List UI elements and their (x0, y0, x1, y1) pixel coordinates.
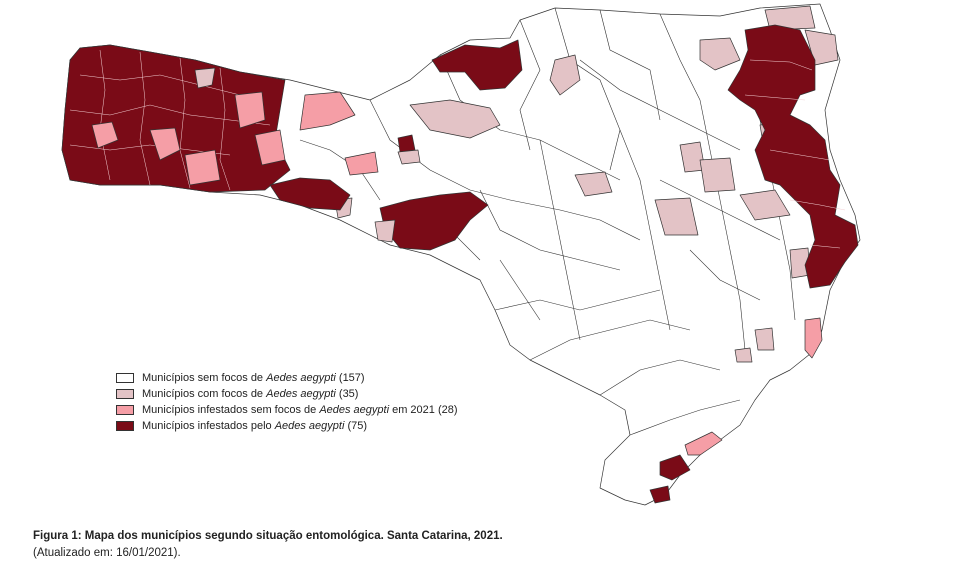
municipality-dark-south (659, 454, 691, 481)
municipality-light-mid5 (574, 171, 613, 197)
legend-item: Municípios infestados pelo Aedes aegypti… (116, 418, 458, 434)
santa-catarina-map (61, 3, 861, 506)
municipality-light-mid2 (409, 99, 501, 139)
municipality-pink-w4 (234, 91, 266, 129)
municipality-dark-w-ext (269, 177, 351, 211)
municipality-light-mid9 (739, 189, 791, 221)
municipality-light-mid6 (654, 197, 699, 236)
municipality-pink-w7 (344, 151, 379, 176)
municipality-light-mid3 (549, 54, 581, 96)
municipality-light-mid4 (699, 37, 741, 71)
legend-swatch-white (116, 373, 134, 383)
municipality-pink-w2 (149, 127, 181, 161)
map-legend: Municípios sem focos de Aedes aegypti (1… (116, 370, 458, 434)
municipality-light-mid11 (754, 327, 775, 351)
municipality-light-w1 (194, 67, 216, 89)
municipality-light-ne (764, 5, 816, 31)
legend-item: Municípios sem focos de Aedes aegypti (1… (116, 370, 458, 386)
municipality-dark-central (379, 191, 489, 251)
municipality-pink-w6 (299, 91, 356, 131)
municipality-pink-w1 (91, 121, 119, 149)
legend-label: Municípios infestados sem focos de Aedes… (142, 404, 458, 416)
municipality-dark-north (431, 39, 523, 91)
municipality-light-mid8 (699, 157, 736, 193)
legend-swatch-pink (116, 405, 134, 415)
legend-label: Municípios sem focos de Aedes aegypti (1… (142, 372, 365, 384)
municipality-pink-w3 (184, 149, 221, 186)
municipality-light-mid1 (397, 149, 421, 165)
municipality-pink-coast (804, 317, 823, 359)
figure-caption: Figura 1: Mapa dos municípios segundo si… (33, 530, 503, 559)
legend-swatch-dark (116, 421, 134, 431)
municipality-dark-small (397, 134, 416, 153)
legend-label: Municípios infestados pelo Aedes aegypti… (142, 420, 368, 432)
legend-item: Municípios infestados sem focos de Aedes… (116, 402, 458, 418)
municipality-dark-ne (727, 24, 859, 289)
caption-updated: (Atualizado em: 16/01/2021). (33, 547, 181, 559)
west-internal-borders (69, 49, 271, 191)
municipality-pink-w5 (254, 129, 286, 166)
caption-title: Figura 1: Mapa dos municípios segundo si… (33, 530, 503, 542)
legend-label: Municípios com focos de Aedes aegypti (3… (142, 388, 359, 400)
legend-swatch-light (116, 389, 134, 399)
municipality-light-central (374, 219, 396, 243)
municipality-pink-south (684, 431, 723, 456)
legend-item: Municípios com focos de Aedes aegypti (3… (116, 386, 458, 402)
ne-internal-borders (744, 59, 846, 249)
municipality-light-mid12 (734, 347, 753, 363)
municipality-dark-south2 (649, 485, 671, 504)
